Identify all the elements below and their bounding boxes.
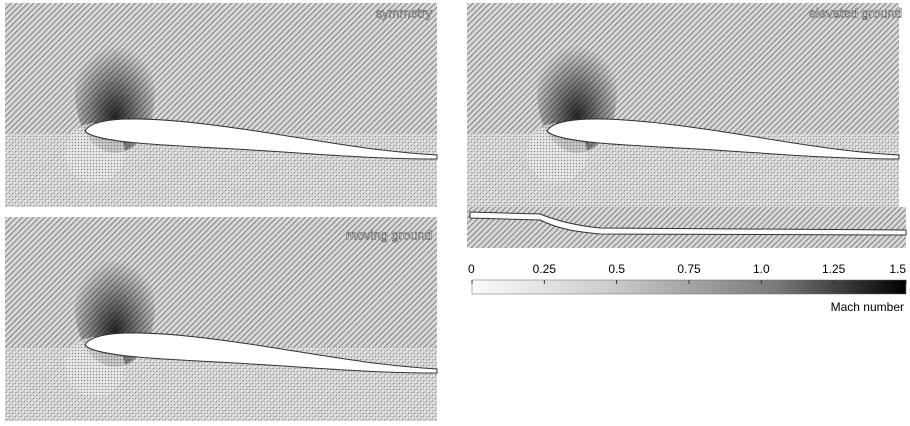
panel-moving-ground: moving ground	[5, 217, 437, 421]
colorbar-tick-label: 0.75	[677, 262, 701, 276]
panel-label: moving ground	[346, 227, 432, 242]
colorbar-tick-label: 0	[468, 262, 475, 276]
colorbar-tick-label: 1.0	[753, 262, 770, 276]
colorbar-title: Mach number	[831, 300, 904, 314]
colorbar-tick-label: 0.5	[608, 262, 625, 276]
panel-label: elevated ground	[809, 5, 902, 20]
colorbar-tick-label: 1.5	[889, 262, 906, 276]
panel-symmetry: symmetry	[5, 3, 437, 207]
colorbar-tick-label: 0.25	[533, 262, 557, 276]
figure: symmetry moving ground elevated ground M…	[0, 0, 910, 421]
colorbar: Mach number	[472, 280, 906, 314]
panel-elevated-ground: elevated ground	[467, 3, 906, 248]
panel-label: symmetry	[376, 5, 433, 20]
colorbar-tick-label: 1.25	[822, 262, 846, 276]
